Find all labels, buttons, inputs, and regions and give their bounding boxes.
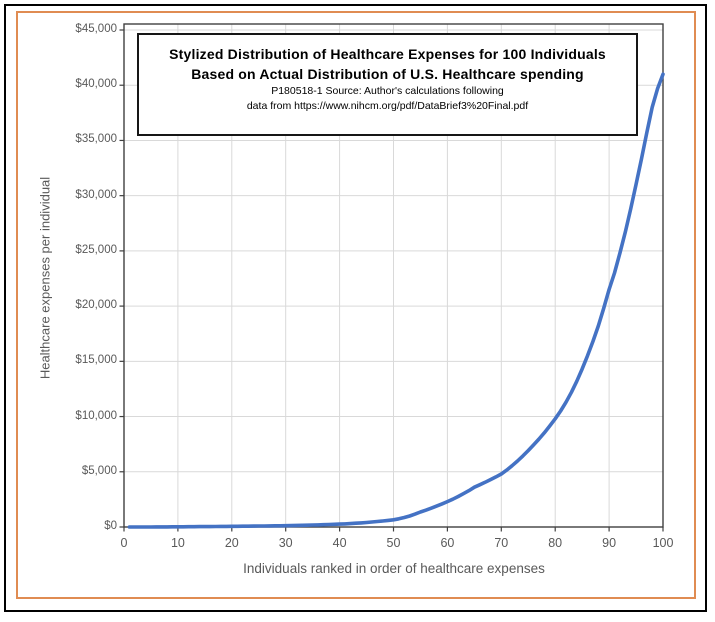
x-tick-label: 30 — [278, 536, 293, 550]
outer-black-frame — [4, 4, 707, 612]
chart-source-line2: data from https://www.nihcm.org/pdf/Data… — [246, 100, 529, 112]
inner-orange-frame — [16, 11, 696, 599]
y-tick-label: $15,000 — [75, 354, 117, 367]
y-tick-label: $40,000 — [75, 78, 117, 91]
y-tick-label: $30,000 — [75, 188, 117, 201]
x-tick-label: 20 — [224, 536, 239, 550]
x-tick-label: 70 — [494, 536, 509, 550]
y-tick-label: $10,000 — [75, 409, 117, 422]
x-tick-label: 60 — [440, 536, 455, 550]
chart-title-line2: Based on Actual Distribution of U.S. Hea… — [191, 66, 584, 82]
chart-source-line1: P180518-1 Source: Author's calculations … — [271, 85, 504, 97]
y-tick-label: $5,000 — [81, 464, 117, 477]
y-tick-label: $35,000 — [75, 133, 117, 146]
chart-title-box: Stylized Distribution of Healthcare Expe… — [137, 33, 638, 136]
expense-curve — [127, 72, 665, 529]
x-tick-label: 90 — [602, 536, 617, 550]
x-tick-label: 100 — [652, 536, 674, 550]
x-tick-label: 0 — [120, 536, 128, 550]
x-tick-label: 80 — [548, 536, 563, 550]
y-tick-label: $0 — [104, 520, 117, 532]
y-tick-label: $20,000 — [75, 299, 117, 312]
x-tick-label: 10 — [170, 536, 185, 550]
chart-title-line1: Stylized Distribution of Healthcare Expe… — [169, 46, 606, 62]
x-axis-title: Individuals ranked in order of healthcar… — [243, 561, 545, 576]
x-tick-label: 40 — [332, 536, 347, 550]
x-tick-label: 50 — [386, 536, 401, 550]
y-axis-title: Healthcare expenses per individual — [37, 176, 53, 380]
y-tick-label: $25,000 — [75, 243, 117, 256]
y-tick-label: $45,000 — [75, 23, 117, 35]
